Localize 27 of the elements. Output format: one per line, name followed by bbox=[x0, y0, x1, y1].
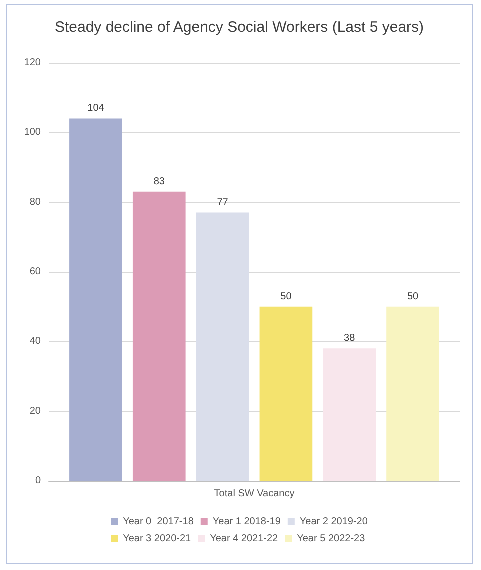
data-label: 38 bbox=[344, 333, 356, 344]
y-tick-label: 100 bbox=[24, 127, 42, 138]
bar bbox=[386, 306, 440, 481]
y-tick-label: 20 bbox=[30, 406, 42, 417]
bar bbox=[323, 348, 376, 481]
legend-label: Year 3 2020-21 bbox=[123, 534, 192, 544]
data-label: 77 bbox=[217, 197, 229, 208]
y-tick-label: 60 bbox=[30, 266, 42, 278]
y-tick-label: 80 bbox=[30, 196, 42, 208]
y-tick-label: 40 bbox=[30, 336, 42, 348]
bar bbox=[260, 306, 313, 481]
bar bbox=[196, 212, 250, 481]
data-label: 83 bbox=[154, 176, 166, 188]
data-label: 104 bbox=[88, 103, 105, 114]
legend-label: Year 0 2017-18 bbox=[123, 516, 194, 528]
bar bbox=[70, 118, 122, 481]
legend-label: Year 2 2019-20 bbox=[300, 516, 368, 528]
legend-label: Year 5 2022-23 bbox=[297, 534, 366, 544]
x-tick-label: Total SW Vacancy bbox=[214, 488, 295, 500]
legend-label: Year 1 2018-19 bbox=[212, 516, 282, 528]
legend-label: Year 4 2021-22 bbox=[210, 534, 279, 544]
chart-title: Steady decline of Agency Social Workers (Last 5 years) bbox=[54, 19, 424, 36]
y-tick-label: 0 bbox=[35, 476, 42, 486]
data-label: 50 bbox=[280, 291, 292, 302]
y-tick-label: 120 bbox=[24, 58, 42, 68]
data-label: 50 bbox=[407, 291, 420, 302]
bar bbox=[132, 192, 186, 481]
